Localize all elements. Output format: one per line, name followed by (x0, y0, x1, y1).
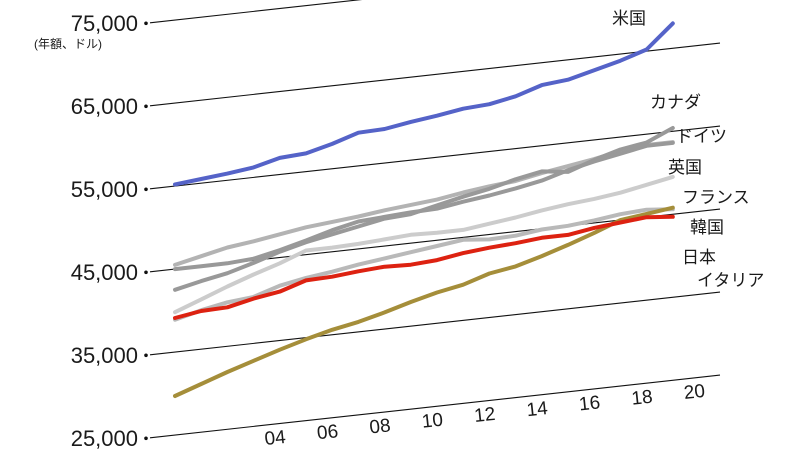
tick-dot (144, 104, 148, 109)
y-tick-label: 35,000 (71, 343, 138, 368)
x-tick-label: 12 (473, 404, 496, 427)
tick-dot (144, 353, 148, 358)
y-tick-label: 55,000 (71, 177, 138, 202)
series-layer (173, 21, 675, 398)
series-label: フランス (682, 188, 750, 207)
y-tick-label: 25,000 (71, 426, 138, 450)
y-tick-label: 65,000 (71, 94, 138, 119)
series-line-フランス (173, 174, 675, 315)
series-label: 英国 (668, 158, 702, 177)
y-tick-label: 45,000 (71, 260, 138, 285)
tick-dot (144, 436, 148, 441)
gridline-35000 (149, 291, 721, 356)
series-label: カナダ (650, 93, 701, 112)
gridline-25000 (149, 374, 721, 439)
label-layer: (年額、ドル) 25,000 35,000 45,000 55,000 65,000 75… (34, 9, 764, 451)
x-tick-label: 06 (316, 421, 339, 444)
series-line-韓国 (173, 205, 675, 398)
y-unit-label: (年額、ドル) (34, 37, 102, 51)
tick-dot (144, 270, 148, 275)
x-tick-label: 10 (421, 410, 444, 433)
x-tick-label: 18 (630, 387, 653, 410)
series-line-英国 (173, 140, 675, 272)
series-label: ドイツ (676, 127, 727, 146)
series-line-日本 (173, 214, 675, 320)
x-tick-label: 16 (578, 392, 601, 415)
series-label: 日本 (682, 248, 716, 267)
x-tick-label: 20 (683, 381, 706, 404)
series-line-米国 (173, 21, 675, 187)
series-label: 韓国 (690, 218, 724, 237)
gridline-75000 (149, 0, 363, 24)
series-label: イタリア (697, 271, 764, 290)
y-tick-label: 75,000 (71, 11, 138, 36)
tick-dot (144, 21, 148, 26)
series-line-イタリア (173, 207, 675, 322)
gridline-55000 (149, 125, 721, 190)
x-tick-label: 08 (368, 415, 391, 438)
gridline-65000 (149, 42, 721, 107)
series-label: 米国 (612, 9, 646, 28)
x-tick-label: 04 (264, 427, 288, 450)
x-tick-label: 14 (526, 398, 550, 421)
tick-dot (144, 187, 148, 192)
